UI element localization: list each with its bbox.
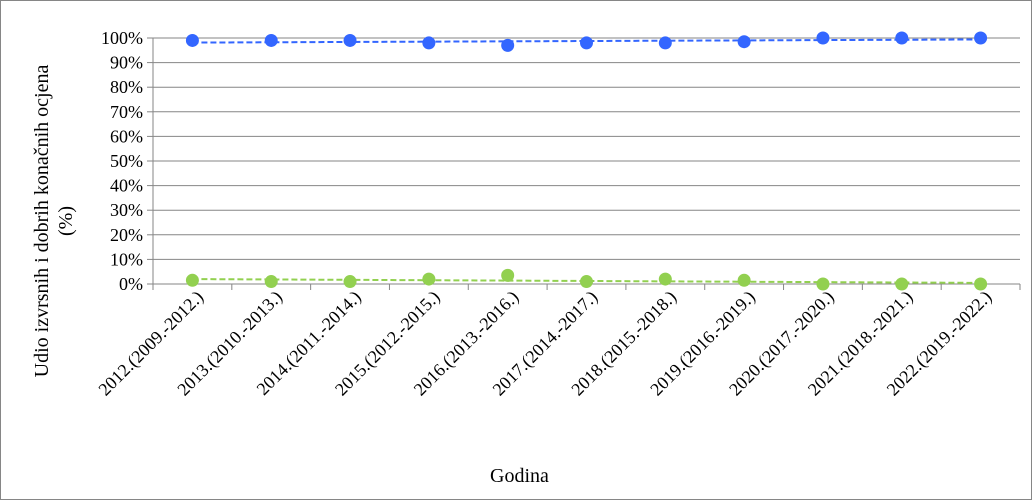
- series-2-point: [501, 268, 515, 282]
- series-1-point: [185, 33, 199, 47]
- series-2-point: [895, 277, 909, 291]
- y-tick-label: 70%: [110, 102, 143, 122]
- series-2-point: [816, 277, 830, 291]
- point-layer: [185, 31, 988, 291]
- y-tick-label: 50%: [110, 151, 143, 171]
- axis-layer: [147, 37, 1021, 290]
- y-tick-label: 100%: [101, 28, 143, 48]
- series-1-point: [501, 38, 515, 52]
- series-1-point: [343, 33, 357, 47]
- y-axis-title: Udio izvrsnih i dobrih konačnih ocjena (%…: [31, 65, 77, 378]
- series-1-point: [895, 31, 909, 45]
- trend-layer: [192, 38, 981, 284]
- series-2-point: [580, 275, 593, 289]
- series-1-point: [264, 33, 278, 47]
- series-1-point: [974, 31, 988, 45]
- series-1-point: [737, 35, 751, 49]
- series-2-point: [974, 277, 988, 291]
- y-tick-label: 0%: [119, 274, 143, 294]
- series-2-trendline: [192, 278, 981, 284]
- series-2-point: [185, 273, 199, 287]
- label-layer: 0%10%20%30%40%50%60%70%80%90%100%2012.(2…: [31, 28, 996, 487]
- series-1-point: [816, 31, 830, 45]
- series-2-point: [264, 275, 278, 289]
- series-2-point: [737, 273, 751, 287]
- y-tick-label: 40%: [110, 176, 143, 196]
- y-tick-label: 80%: [110, 77, 143, 97]
- y-tick-label: 90%: [110, 53, 143, 73]
- y-tick-label: 30%: [110, 200, 143, 220]
- series-1-trendline: [192, 38, 981, 44]
- y-tick-label: 20%: [110, 225, 143, 245]
- x-axis-title: Godina: [490, 465, 549, 487]
- grid-layer: [153, 37, 1020, 260]
- y-tick-label: 60%: [110, 126, 143, 146]
- series-1-point: [580, 36, 593, 50]
- y-tick-label: 10%: [110, 249, 143, 269]
- series-2-point: [658, 272, 672, 286]
- series-1-point: [422, 36, 436, 50]
- series-2-point: [422, 272, 436, 286]
- series-1-point: [658, 36, 672, 50]
- series-2-point: [343, 275, 357, 289]
